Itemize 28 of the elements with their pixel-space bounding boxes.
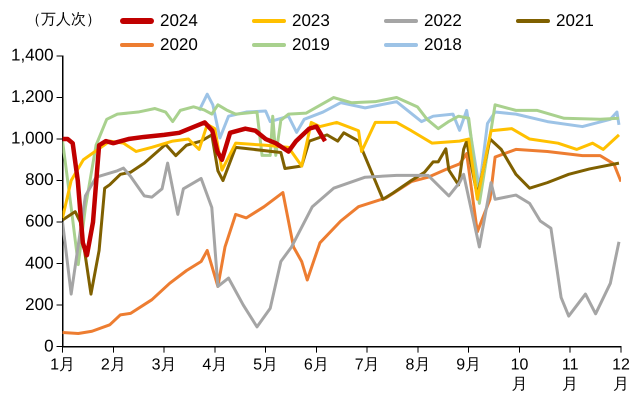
- x-tick-label: 7月: [354, 356, 380, 374]
- x-tick-label: 12月: [612, 356, 630, 393]
- y-tick-label: 1,400: [10, 46, 54, 65]
- x-tick-label: 2月: [100, 356, 126, 374]
- y-tick-label: 600: [25, 212, 54, 231]
- legend-label: 2023: [292, 11, 330, 31]
- y-tick-label: 1,000: [10, 128, 54, 148]
- y-tick-label: 200: [25, 294, 54, 314]
- legend-label: 2020: [160, 35, 198, 55]
- x-tick-label: 4月: [202, 356, 228, 374]
- legend-label: 2018: [424, 35, 462, 55]
- x-tick-label: 6月: [304, 356, 329, 374]
- x-tick-label: 5月: [253, 356, 278, 374]
- x-tick-label: 8月: [405, 356, 430, 374]
- y-tick-label: 400: [25, 253, 54, 272]
- y-tick-label: 1,200: [10, 87, 54, 106]
- y-axis-title: （万人次）: [26, 11, 101, 28]
- legend-label: 2021: [556, 11, 594, 31]
- y-tick-label: 0: [44, 336, 54, 356]
- legend-label: 2019: [292, 35, 330, 55]
- x-tick-label: 10月: [510, 356, 528, 393]
- x-tick-label: 1月: [50, 356, 75, 374]
- y-tick-label: 800: [25, 170, 54, 190]
- legend-label: 2024: [160, 11, 198, 31]
- x-tick-label: 11月: [562, 356, 579, 393]
- legend-label: 2022: [424, 11, 462, 31]
- x-tick-label: 3月: [152, 356, 177, 374]
- x-tick-label: 9月: [456, 356, 482, 374]
